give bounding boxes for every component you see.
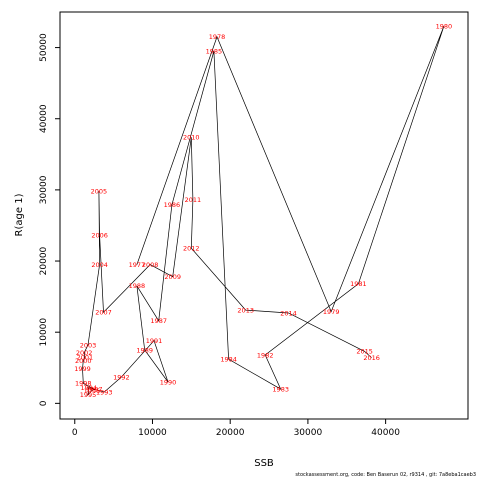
point-label-2004: 2004 <box>91 261 108 269</box>
series-line <box>82 26 445 396</box>
point-label-2016: 2016 <box>363 354 380 362</box>
y-tick-label: 40000 <box>39 104 49 133</box>
y-axis: 0 10000 20000 30000 40000 50000 <box>39 33 60 406</box>
x-tick-label: 10000 <box>138 428 167 438</box>
point-label-1979: 1979 <box>323 308 340 316</box>
point-label-1977: 1977 <box>129 261 146 269</box>
y-axis-title: R(age 1) <box>14 193 25 236</box>
point-label-1997: 1997 <box>86 385 103 393</box>
y-tick-label: 0 <box>39 400 49 406</box>
y-tick-label: 50000 <box>39 33 49 62</box>
point-label-2011: 2011 <box>185 196 202 204</box>
point-label-2009: 2009 <box>164 273 181 281</box>
point-label-1988: 1988 <box>129 282 146 290</box>
point-label-1980: 1980 <box>436 23 453 31</box>
point-label-2003: 2003 <box>80 341 97 349</box>
point-label-2010: 2010 <box>183 134 200 142</box>
point-label-1991: 1991 <box>146 337 163 345</box>
y-tick-label: 10000 <box>39 318 49 347</box>
point-label-2015: 2015 <box>356 348 373 356</box>
y-tick-label: 30000 <box>39 175 49 204</box>
x-axis: 0 10000 20000 30000 40000 <box>72 419 400 438</box>
point-label-1999: 1999 <box>74 365 91 373</box>
point-label-1985: 1985 <box>206 47 223 55</box>
footer-credit: stockassessment.org, code: Ben Baserun 0… <box>295 472 476 478</box>
point-label-1992: 1992 <box>113 373 130 381</box>
point-label-2002: 2002 <box>76 349 93 357</box>
x-tick-label: 0 <box>72 428 78 438</box>
x-axis-title: SSB <box>254 458 274 469</box>
point-label-1981: 1981 <box>350 280 367 288</box>
point-label-2008: 2008 <box>142 261 159 269</box>
point-label-2006: 2006 <box>91 232 108 240</box>
x-tick-label: 40000 <box>371 428 400 438</box>
point-label-1978: 1978 <box>209 33 226 41</box>
x-tick-label: 20000 <box>216 428 245 438</box>
point-label-1983: 1983 <box>272 385 289 393</box>
point-label-1998: 1998 <box>75 380 92 388</box>
x-tick-label: 30000 <box>294 428 323 438</box>
point-label-1982: 1982 <box>257 351 274 359</box>
point-label-1996: 1996 <box>84 387 101 395</box>
point-label-1994: 1994 <box>81 384 98 392</box>
point-label-2012: 2012 <box>183 245 200 253</box>
y-tick-label: 20000 <box>39 246 49 275</box>
point-label-1995: 1995 <box>80 391 97 399</box>
point-label-1990: 1990 <box>160 378 177 386</box>
point-label-2007: 2007 <box>95 309 112 317</box>
point-label-2000: 2000 <box>75 357 92 365</box>
point-label-2013: 2013 <box>237 306 254 314</box>
plot-frame <box>59 11 469 420</box>
point-label-1993: 1993 <box>96 388 113 396</box>
point-label-2005: 2005 <box>91 188 108 196</box>
point-label-2001: 2001 <box>77 353 94 361</box>
point-labels: 1977 1978 1979 1980 1981 1982 1983 1984 1985 1986… <box>74 23 452 400</box>
point-label-1984: 1984 <box>220 356 237 364</box>
point-label-2014: 2014 <box>280 309 297 317</box>
point-label-1989: 1989 <box>136 346 153 354</box>
point-label-1986: 1986 <box>164 201 181 209</box>
point-label-1987: 1987 <box>150 317 167 325</box>
